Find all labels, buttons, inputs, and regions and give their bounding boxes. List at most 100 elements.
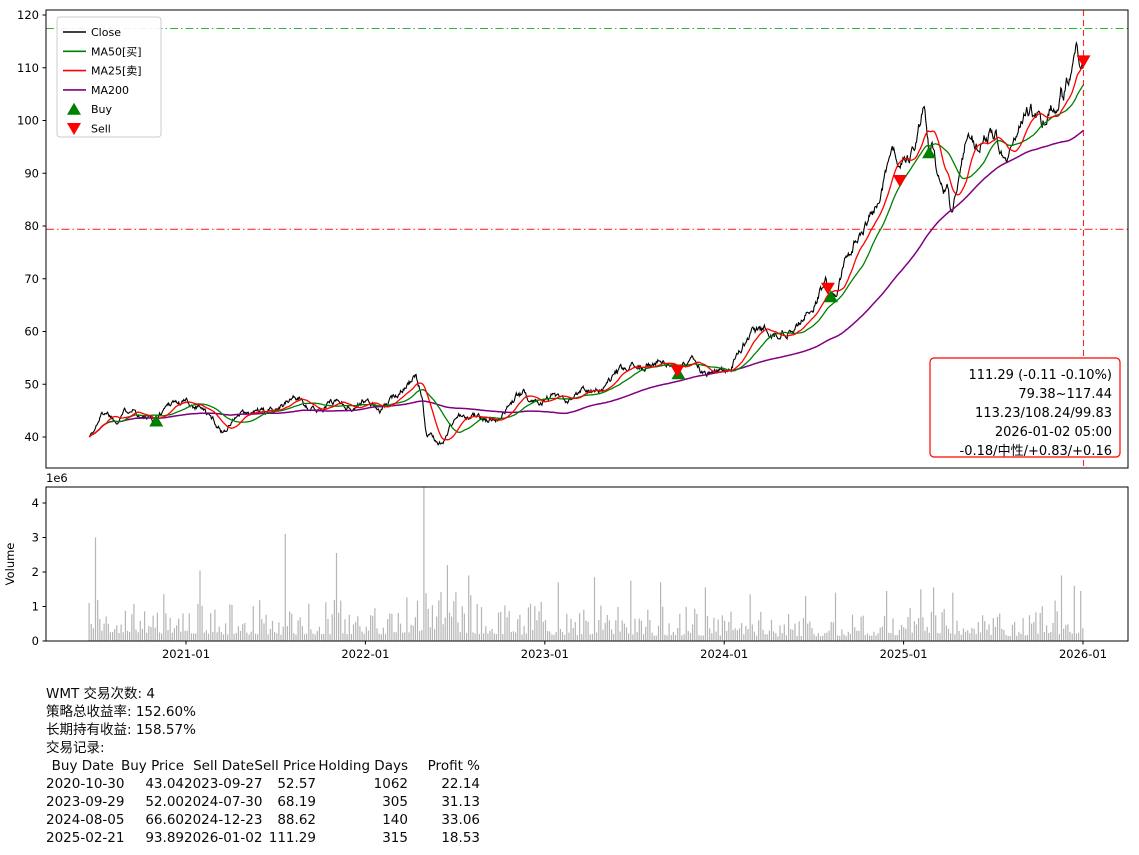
volume-bar (775, 633, 777, 641)
volume-bar (312, 633, 314, 641)
volume-bar (602, 629, 604, 641)
volume-bar (276, 633, 278, 641)
volume-bar (749, 594, 751, 641)
volume-bar (583, 609, 585, 641)
trade-cell: 22.14 (441, 776, 480, 792)
volume-bar (352, 624, 355, 641)
volume-bar (954, 634, 956, 641)
volume-bar (598, 620, 600, 641)
volume-bar (918, 618, 920, 641)
x-tick-label: 2023-01 (521, 647, 569, 661)
volume-bar (124, 610, 126, 641)
volume-bar (510, 632, 512, 641)
volume-bar (651, 632, 653, 641)
volume-bar (843, 634, 845, 641)
volume-bar (756, 635, 758, 641)
volume-bar (619, 631, 621, 641)
volume-bar (845, 635, 847, 641)
volume-bar (195, 633, 197, 641)
volume-bar (753, 631, 755, 641)
ma50-line (88, 84, 1085, 438)
volume-bar (802, 618, 805, 641)
volume-bar (875, 635, 877, 641)
volume-bar (365, 626, 367, 641)
volume-bar (766, 634, 768, 641)
volume-bar (822, 635, 824, 641)
volume-bar (960, 634, 962, 641)
volume-bar (161, 633, 163, 641)
trades-table: Buy Date Buy Price Sell Date Sell Price Hold… (46, 757, 480, 847)
volume-tick-label: 0 (32, 634, 39, 648)
volume-bar (508, 611, 510, 641)
volume-bar (1050, 631, 1052, 641)
volume-bar (781, 633, 783, 641)
volume-bar (412, 625, 414, 641)
volume-bar (611, 629, 613, 641)
volume-bar (604, 622, 606, 641)
volume-bar (265, 614, 267, 641)
volume-bar (1039, 613, 1041, 641)
volume-bar (847, 631, 849, 641)
volume-bar (380, 634, 382, 641)
volume-bar (246, 632, 248, 641)
volume-bar (331, 614, 333, 641)
annotation-line: 2026-01-02 05:00 (995, 425, 1112, 440)
price-tick-label: 90 (24, 166, 39, 180)
volume-bar (210, 613, 212, 641)
x-tick-label: 2021-01 (162, 647, 210, 661)
volume-tick-label: 4 (32, 496, 39, 510)
buy-marker (823, 290, 838, 303)
volume-bar (376, 628, 378, 641)
volume-bar (542, 621, 544, 641)
volume-bar (751, 624, 753, 641)
volume-bar (500, 611, 502, 641)
volume-bar (163, 594, 165, 641)
volume-bar (990, 634, 992, 641)
trade-cell: 88.62 (277, 812, 316, 828)
volume-bar (783, 624, 785, 641)
volume-bar (591, 633, 593, 641)
volume-bar (1054, 600, 1056, 641)
volume-bar (551, 634, 553, 641)
volume-bar (956, 620, 958, 641)
volume-bar (150, 627, 152, 641)
volume-bar (568, 632, 570, 641)
price-tick-label: 110 (17, 61, 39, 75)
volume-bar (280, 634, 282, 641)
volume-bar (805, 596, 807, 641)
volume-bar (521, 634, 523, 641)
volume-bar (355, 622, 357, 641)
trade-cell: 68.19 (277, 794, 316, 810)
volume-bar (683, 634, 685, 641)
volume-bar (779, 625, 781, 641)
volume-bar (1058, 634, 1060, 641)
volume-bar (382, 627, 384, 641)
volume-bar (832, 622, 834, 641)
volume-bar (660, 582, 662, 641)
volume-bar (632, 634, 634, 641)
volume-bar (1033, 622, 1035, 641)
close-line (88, 40, 1085, 446)
volume-bar (628, 633, 630, 641)
volume-bar (517, 619, 519, 641)
volume-bar (197, 603, 199, 641)
volume-bar (964, 631, 967, 641)
volume-bar (877, 633, 879, 641)
volume-axis-label: Volume (3, 543, 17, 586)
volume-bar (485, 626, 487, 641)
volume-bar (271, 620, 274, 641)
volume-bar (617, 607, 619, 641)
volume-bar (129, 631, 131, 641)
volume-bar (205, 630, 207, 641)
volume-bar (555, 632, 557, 641)
volume-bar (634, 618, 636, 641)
volume-bar (335, 553, 338, 641)
volume-bar (702, 635, 704, 641)
volume-bar (1024, 635, 1026, 641)
trade-cell: 2024-08-05 (46, 812, 125, 828)
volume-bar (977, 622, 979, 641)
volume-bar (88, 602, 90, 641)
volume-bar (638, 618, 640, 641)
volume-bar (666, 635, 668, 641)
volume-bar (534, 606, 536, 641)
